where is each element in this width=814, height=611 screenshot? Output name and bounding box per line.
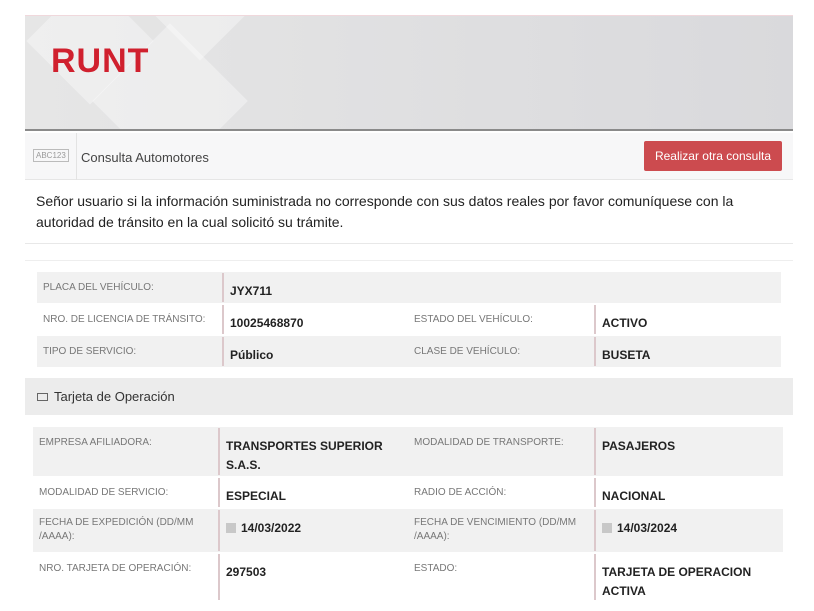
placa-value: JYX711 [222,273,408,302]
table-row: PLACA DEL VEHÍCULO: JYX711 [37,272,781,303]
tarjeta-estado-value: TARJETA DE OPERACION ACTIVA [594,554,783,600]
radio-label: RADIO DE ACCIÓN: [414,487,507,498]
table-row: NRO. TARJETA DE OPERACIÓN: 297503 ESTADO… [33,553,783,601]
toolbar: ABC123 Consulta Automotores Realizar otr… [25,133,793,180]
estado-value: ACTIVO [594,305,781,334]
table-row: EMPRESA AFILIADORA: TRANSPORTES SUPERIOR… [33,427,783,476]
servicio-label: TIPO DE SERVICIO: [43,346,137,357]
radio-value: NACIONAL [594,478,783,507]
table-row: MODALIDAD DE SERVICIO: ESPECIAL RADIO DE… [33,477,783,508]
card-icon [37,393,48,401]
clase-value: BUSETA [594,337,781,366]
modalidad-transporte-value: PASAJEROS [594,428,783,475]
servicio-value: Público [222,337,408,366]
plate-icon: ABC123 [33,149,69,162]
vencimiento-value: 14/03/2024 [617,521,678,535]
calendar-icon [226,523,236,533]
vehicle-info: PLACA DEL VEHÍCULO: JYX711 NRO. DE LICEN… [25,260,793,378]
numero-label: NRO. TARJETA DE OPERACIÓN: [39,563,192,574]
licencia-value: 10025468870 [222,305,408,334]
empresa-label: EMPRESA AFILIADORA: [39,437,152,448]
modalidad-servicio-value: ESPECIAL [218,478,408,507]
table-row: TIPO DE SERVICIO: Público CLASE DE VEHÍC… [37,336,781,367]
section-title: Tarjeta de Operación [54,389,175,404]
expedicion-label: FECHA DE EXPEDICIÓN (DD/MM /AAAA): [39,517,194,542]
empresa-value: TRANSPORTES SUPERIOR S.A.S. [218,428,408,475]
vencimiento-label: FECHA DE VENCIMIENTO (DD/MM /AAAA): [414,517,577,542]
table-row: NRO. DE LICENCIA DE TRÁNSITO: 1002546887… [37,304,781,335]
table-row: FECHA DE EXPEDICIÓN (DD/MM /AAAA): 14/03… [33,509,783,552]
info-message: Señor usuario si la información suminist… [25,181,793,244]
modalidad-servicio-label: MODALIDAD DE SERVICIO: [39,487,169,498]
numero-value: 297503 [218,554,408,600]
header-banner: RUNT [25,15,793,131]
clase-label: CLASE DE VEHÍCULO: [414,346,521,357]
estado-label: ESTADO DEL VEHÍCULO: [414,314,533,325]
page-title: Consulta Automotores [81,150,209,165]
calendar-icon [602,523,612,533]
section-header: Tarjeta de Operación [25,378,793,415]
placa-label: PLACA DEL VEHÍCULO: [43,282,154,293]
expedicion-value: 14/03/2022 [241,521,302,535]
licencia-label: NRO. DE LICENCIA DE TRÁNSITO: [43,314,206,325]
divider [76,133,77,180]
tarjeta-estado-label: ESTADO: [414,563,458,574]
modalidad-transporte-label: MODALIDAD DE TRANSPORTE: [414,437,564,448]
runt-logo: RUNT [51,42,150,80]
new-query-button[interactable]: Realizar otra consulta [643,141,782,171]
